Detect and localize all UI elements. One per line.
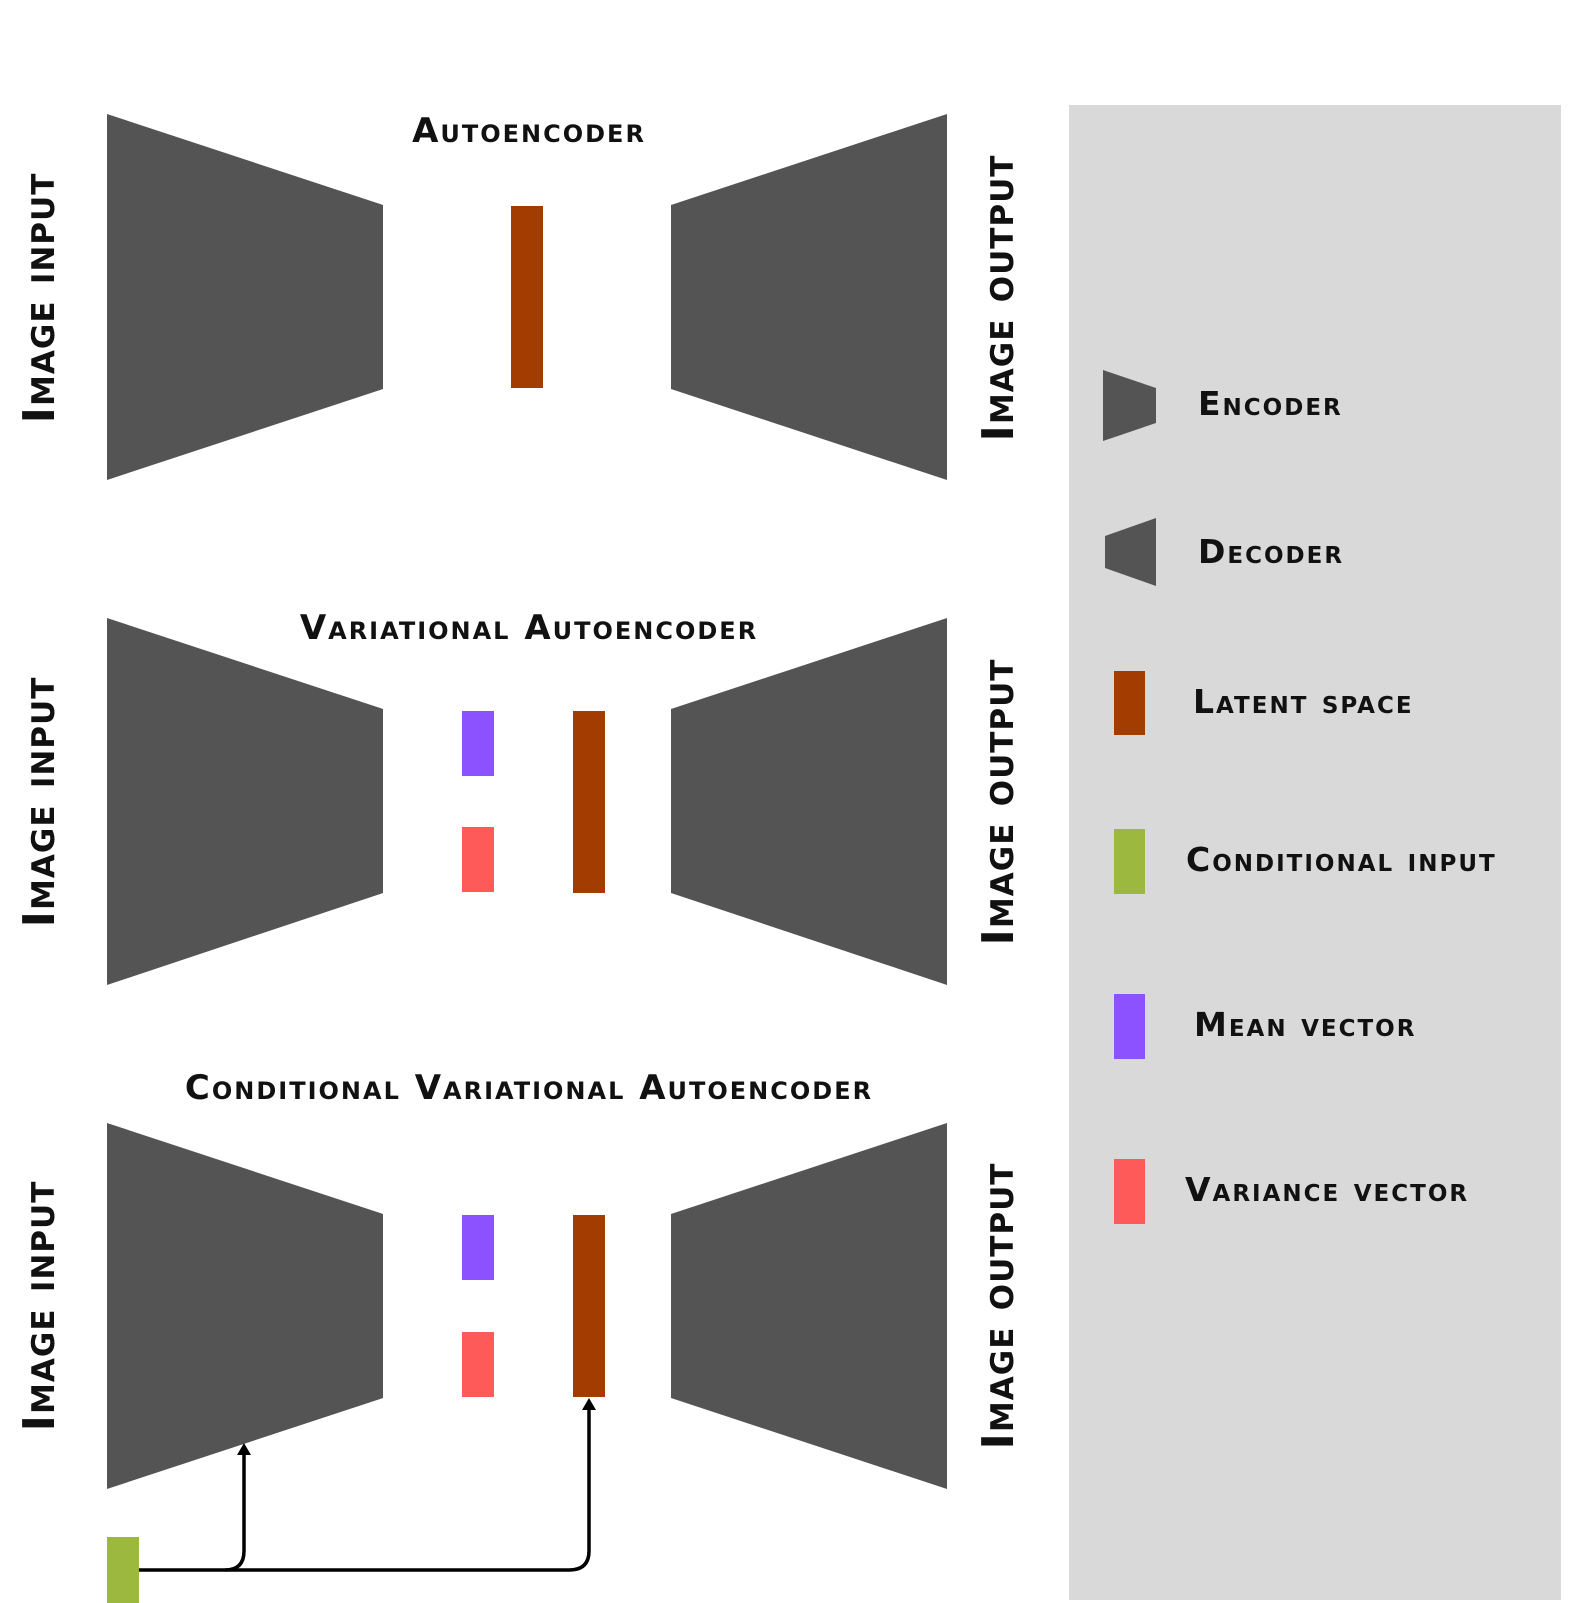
vae-mean-vector — [462, 711, 494, 776]
cvae-panel: Conditional Variational Autoencoder Imag… — [14, 1068, 1024, 1603]
decoder-icon — [1105, 518, 1156, 586]
conditional-to-encoder-arrowhead — [237, 1443, 251, 1455]
vae-encoder — [107, 618, 383, 985]
latent-space-icon — [1114, 671, 1145, 735]
conditional-to-latent-arrow — [225, 1407, 591, 1572]
autoencoder-output-label: Image output — [973, 155, 1024, 442]
vae-input-label: Image input — [14, 677, 65, 928]
encoder-icon — [1103, 370, 1156, 441]
cvae-title: Conditional Variational Autoencoder — [185, 1068, 873, 1108]
autoencoder-latent-space — [511, 206, 543, 388]
vae-output-label: Image output — [973, 659, 1024, 946]
legend-conditional-input-label: Conditional input — [1186, 840, 1497, 879]
cvae-encoder — [107, 1123, 383, 1489]
variance-vector-icon — [1114, 1159, 1145, 1224]
cvae-variance-vector — [462, 1332, 494, 1397]
vae-latent-space — [573, 711, 605, 893]
cvae-latent-space — [573, 1215, 605, 1397]
legend-encoder-label: Encoder — [1198, 384, 1343, 423]
autoencoder-encoder — [107, 114, 383, 480]
vae-panel: Variational Autoencoder Image input Imag… — [14, 608, 1024, 985]
legend-panel — [1069, 105, 1561, 1600]
cvae-input-label: Image input — [14, 1181, 65, 1432]
autoencoder-decoder — [671, 114, 947, 480]
legend-decoder-label: Decoder — [1198, 532, 1344, 571]
conditional-to-latent-arrowhead — [582, 1398, 596, 1410]
conditional-input-icon — [1114, 829, 1145, 894]
legend-latent-space-label: Latent space — [1193, 682, 1414, 721]
cvae-conditional-input — [107, 1537, 139, 1603]
vae-title: Variational Autoencoder — [300, 608, 758, 648]
vae-variance-vector — [462, 827, 494, 892]
mean-vector-icon — [1114, 994, 1145, 1059]
legend-mean-vector-label: Mean vector — [1194, 1005, 1416, 1044]
vae-decoder — [671, 618, 947, 985]
legend-variance-vector-label: Variance vector — [1185, 1170, 1469, 1209]
autoencoder-title: Autoencoder — [412, 111, 646, 151]
cvae-decoder — [671, 1123, 947, 1489]
legend: Encoder Decoder Latent space Conditional… — [1069, 105, 1561, 1600]
autoencoder-panel: Autoencoder Image input Image output — [14, 111, 1024, 480]
cvae-mean-vector — [462, 1215, 494, 1280]
cvae-output-label: Image output — [973, 1163, 1024, 1450]
autoencoder-input-label: Image input — [14, 173, 65, 424]
